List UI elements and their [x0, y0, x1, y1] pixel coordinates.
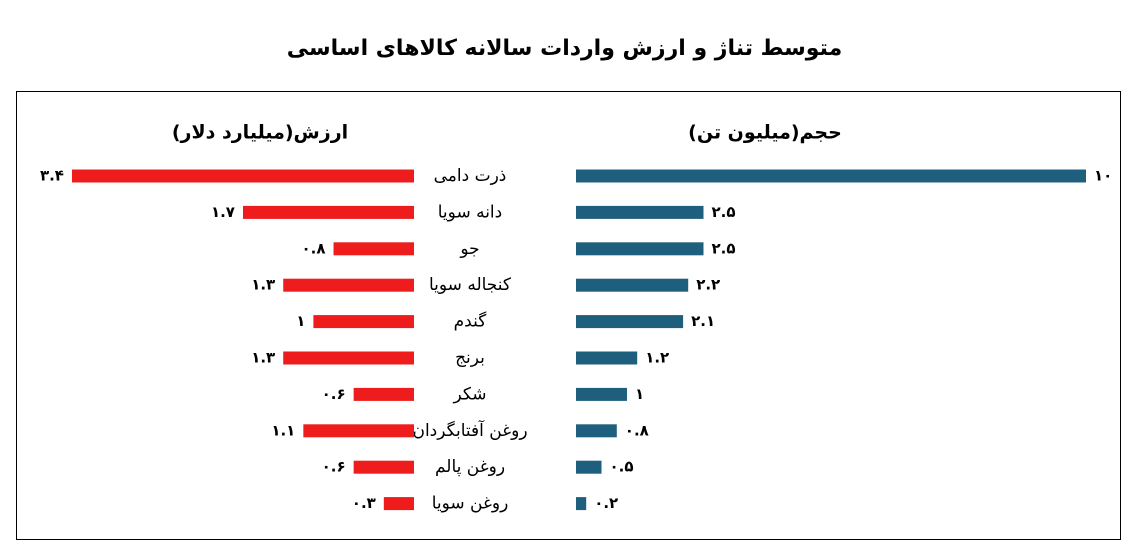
data-label-value: ۱.۱: [271, 421, 295, 439]
bar-value: [353, 460, 414, 474]
bar-volume: [576, 169, 1086, 183]
category-label: روغن آفتابگردان: [412, 419, 527, 441]
chart-frame: [16, 91, 1121, 540]
data-label-volume: ۲.۵: [712, 239, 736, 257]
data-label-volume: ۲.۱: [691, 312, 715, 330]
bar-value: [71, 169, 415, 183]
bar-value: [383, 497, 414, 511]
category-label: ذرت دامی: [434, 166, 507, 186]
bar-volume: [576, 205, 704, 219]
category-label: روغن سویا: [432, 494, 509, 514]
data-label-volume: ۰.۲: [594, 494, 618, 512]
bar-value: [303, 424, 414, 438]
data-label-value: ۱.۳: [251, 349, 275, 367]
data-label-volume: ۱.۲: [645, 349, 669, 367]
data-label-volume: ۲.۲: [696, 276, 720, 294]
category-label: برنج: [455, 348, 485, 368]
bar-value: [313, 315, 414, 329]
data-label-value: ۰.۶: [322, 385, 346, 403]
data-label-value: ۰.۳: [352, 494, 376, 512]
data-label-volume: ۱: [635, 385, 644, 403]
bar-volume: [576, 242, 704, 256]
chart-title: متوسط تناژ و ارزش واردات سالانه کالاهای …: [286, 36, 843, 61]
data-label-value: ۱: [296, 312, 305, 330]
bar-volume: [576, 351, 638, 365]
bar-volume: [576, 315, 684, 329]
data-label-volume: ۰.۵: [610, 458, 634, 476]
data-label-value: ۱.۷: [211, 203, 235, 221]
bar-volume: [576, 387, 627, 401]
bar-value: [283, 351, 414, 365]
data-label-value: ۰.۶: [322, 458, 346, 476]
data-label-volume: ۲.۵: [712, 203, 736, 221]
data-label-value: ۳.۴: [40, 167, 64, 185]
bar-value: [242, 205, 414, 219]
data-label-volume: ۱۰: [1094, 167, 1112, 185]
bar-value: [353, 387, 414, 401]
category-label: جو: [459, 239, 479, 259]
bar-volume: [576, 497, 587, 511]
bar-volume: [576, 278, 689, 292]
bar-value: [283, 278, 414, 292]
category-label: دانه سویا: [438, 202, 502, 222]
category-label: گندم: [454, 311, 488, 332]
series-header-value: ارزش(میلیارد دلار): [172, 122, 348, 144]
data-label-value: ۰.۸: [302, 239, 326, 257]
bar-volume: [576, 424, 617, 438]
data-label-value: ۱.۳: [251, 276, 275, 294]
bar-value: [333, 242, 414, 256]
category-label: شکر: [452, 384, 486, 404]
category-label: کنجاله سویا: [429, 275, 512, 295]
bar-volume: [576, 460, 602, 474]
data-label-volume: ۰.۸: [625, 421, 649, 439]
category-label: روغن پالم: [435, 457, 505, 477]
series-header-volume: حجم(میلیون تن): [688, 122, 842, 144]
